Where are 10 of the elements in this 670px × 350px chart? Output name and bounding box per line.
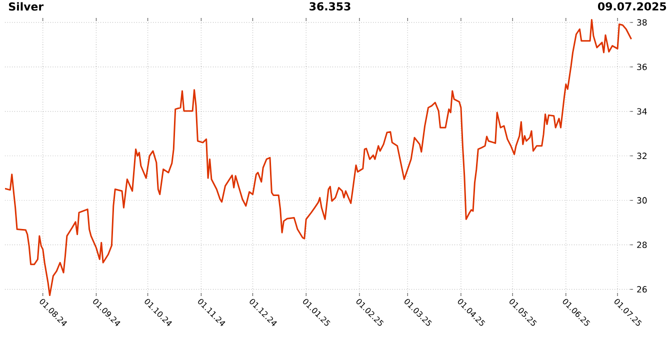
y-tick-label: 32 [637,152,646,160]
y-tick-label: 30 [637,197,647,204]
text: 09.07.2025 [598,2,666,10]
text: 36.353 [310,2,350,10]
y-tick-label: 36 [637,64,647,70]
y-tick-label: 26 [637,286,647,293]
y-tick-label: 28 [637,242,647,248]
y-tick-label: 34 [637,108,647,115]
chart-title: Silver [8,2,44,11]
y-tick-label: 38 [637,19,647,26]
